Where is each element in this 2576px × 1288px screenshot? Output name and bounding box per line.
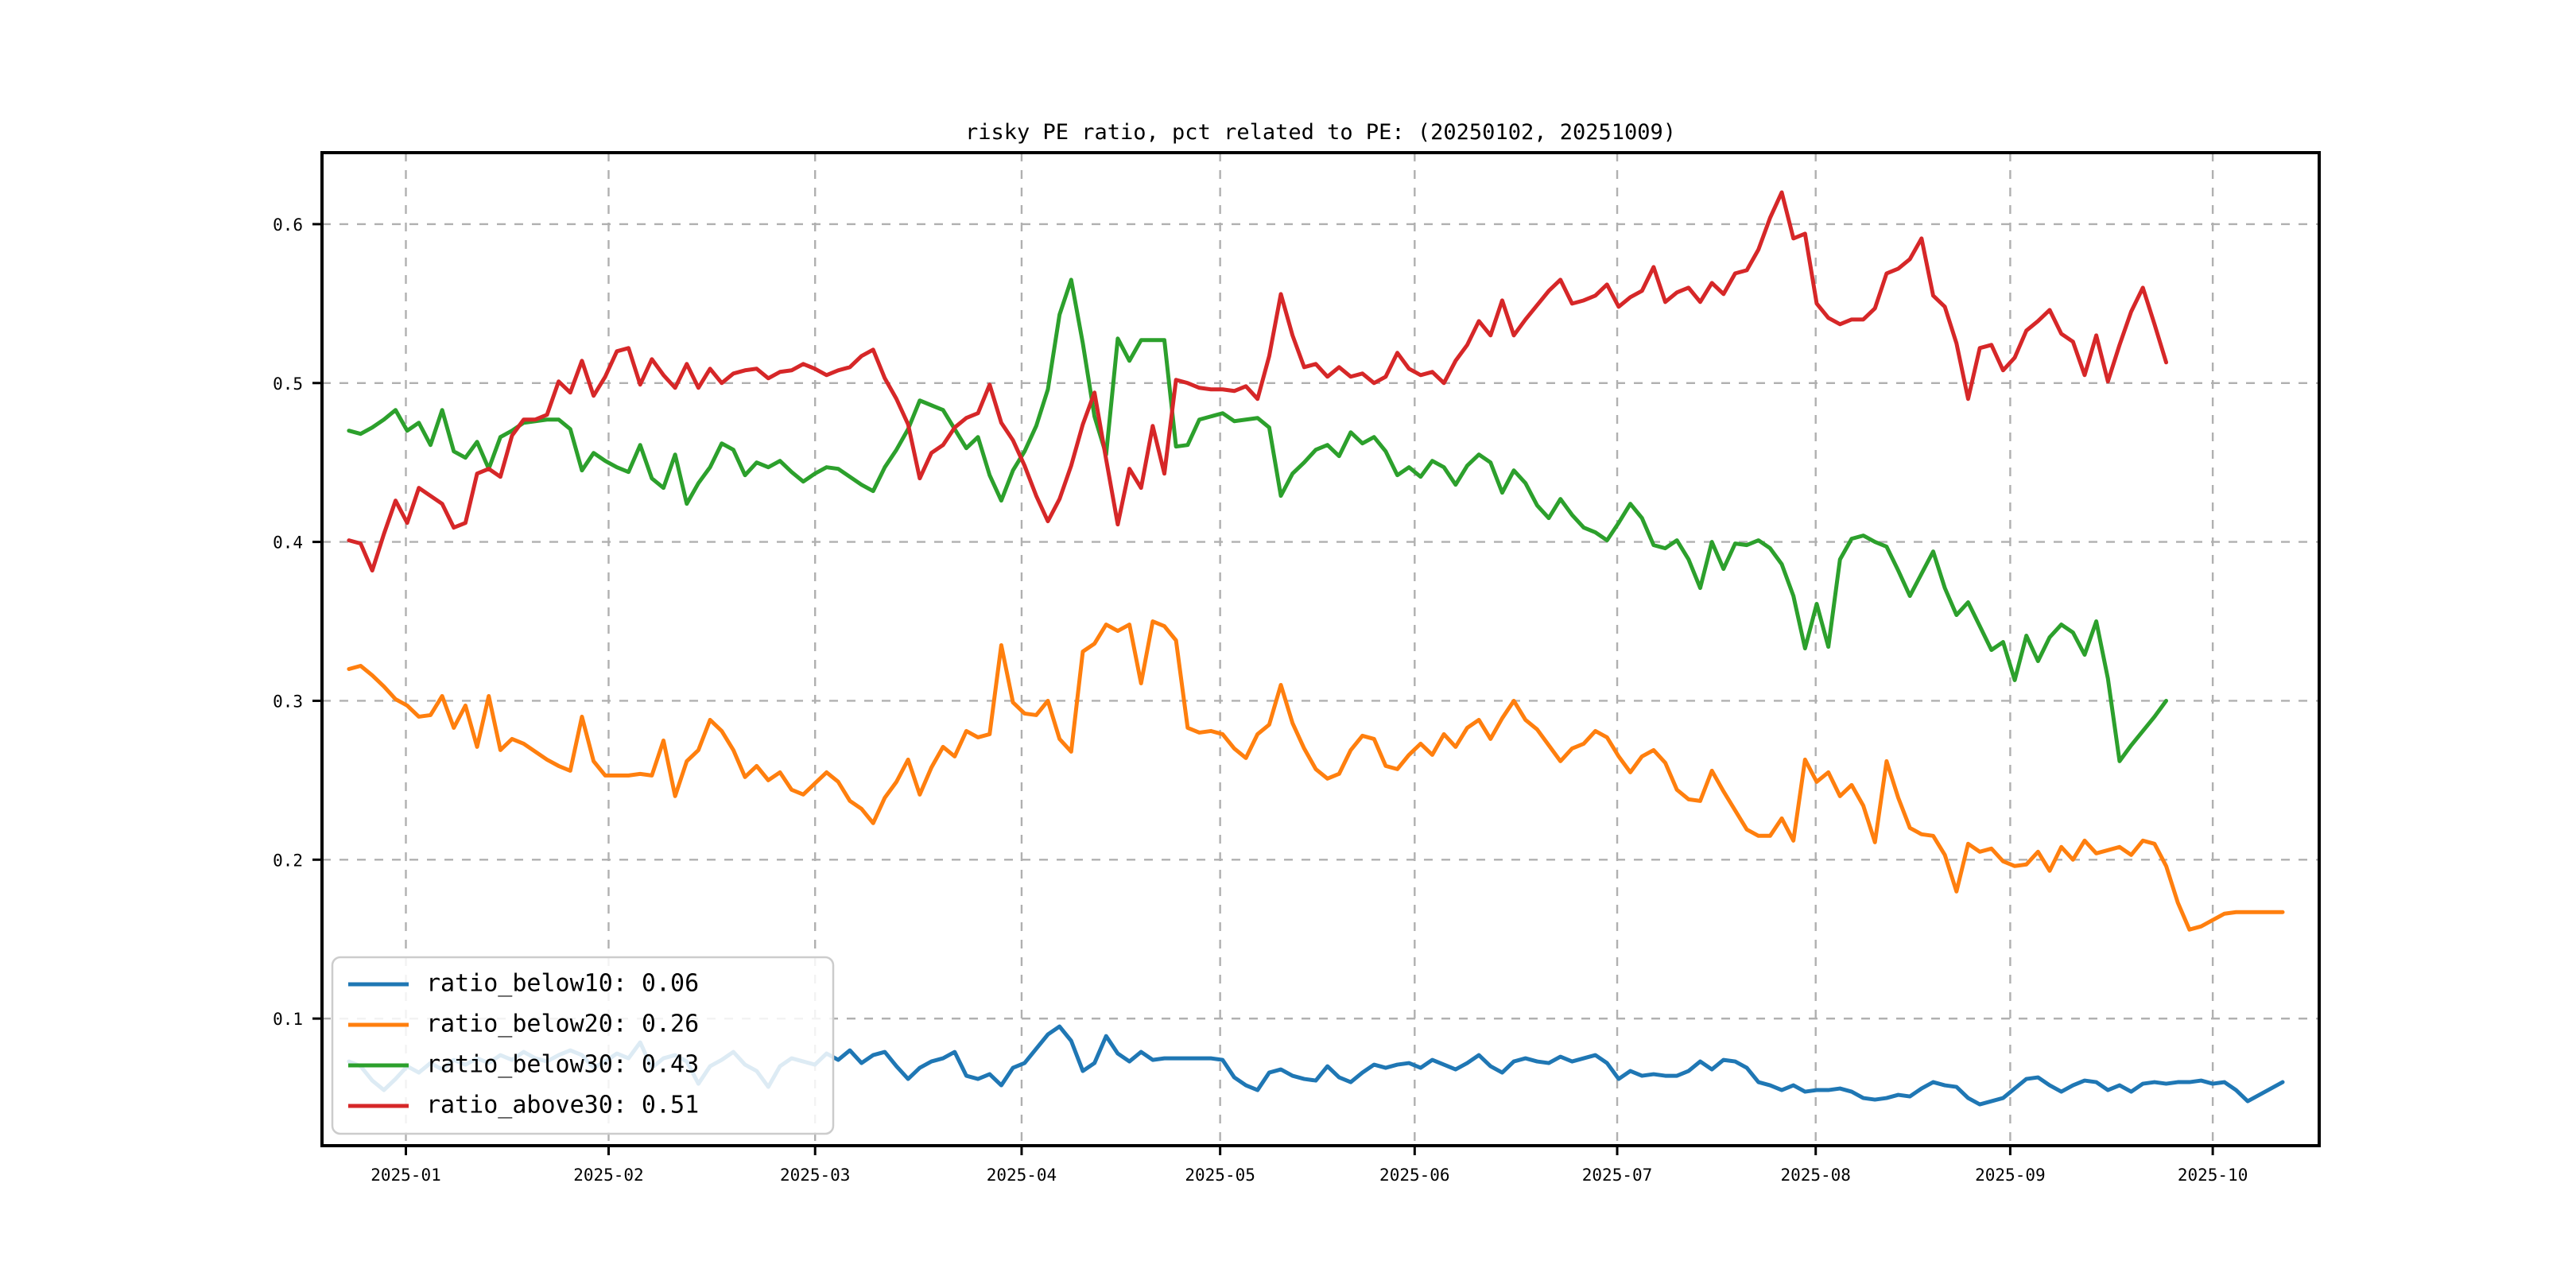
y-tick-label: 0.5 (273, 374, 303, 394)
x-tick-label: 2025-02 (573, 1166, 644, 1185)
x-axis-ticks: 2025-01 2025-02 2025-03 2025-04 2025-05 2025-… (370, 1146, 2248, 1185)
x-tick-label: 2025-01 (370, 1166, 441, 1185)
axes-frame (320, 151, 2321, 1147)
series-line-ratio_below30 (347, 277, 2169, 763)
x-tick-label: 2025-10 (2178, 1166, 2248, 1185)
y-axis-ticks: 0.1 0.2 0.3 0.4 0.5 0.6 (273, 215, 322, 1029)
x-gridlines (405, 153, 2214, 1146)
x-tick-label: 2025-09 (1975, 1166, 2046, 1185)
legend-label-ratio_below20[interactable]: ratio_below20: 0.26 (426, 1011, 699, 1038)
chart-legend[interactable]: ratio_below10: 0.06 ratio_below20: 0.26 ra… (331, 956, 835, 1135)
y-tick-label: 0.6 (273, 215, 303, 235)
series-line-ratio_above30 (347, 190, 2169, 573)
legend-label-ratio_below30[interactable]: ratio_below30: 0.43 (426, 1051, 699, 1079)
chart-title: risky PE ratio, pct related to PE: (2025… (965, 120, 1676, 145)
x-tick-label: 2025-08 (1780, 1166, 1851, 1185)
y-tick-label: 0.1 (273, 1010, 303, 1029)
y-tick-label: 0.4 (273, 533, 303, 553)
legend-background (331, 956, 835, 1135)
series-line-ratio_below20 (347, 619, 2285, 932)
legend-label-ratio_below10[interactable]: ratio_below10: 0.06 (426, 970, 699, 998)
x-tick-label: 2025-07 (1582, 1166, 1653, 1185)
x-tick-label: 2025-06 (1379, 1166, 1450, 1185)
legend-label-ratio_above30[interactable]: ratio_above30: 0.51 (426, 1092, 699, 1119)
x-tick-label: 2025-05 (1185, 1166, 1255, 1185)
x-tick-label: 2025-04 (987, 1166, 1057, 1185)
x-tick-label: 2025-03 (780, 1166, 851, 1185)
y-tick-label: 0.3 (273, 692, 303, 711)
series-lines (347, 190, 2285, 1107)
y-tick-label: 0.2 (273, 851, 303, 870)
